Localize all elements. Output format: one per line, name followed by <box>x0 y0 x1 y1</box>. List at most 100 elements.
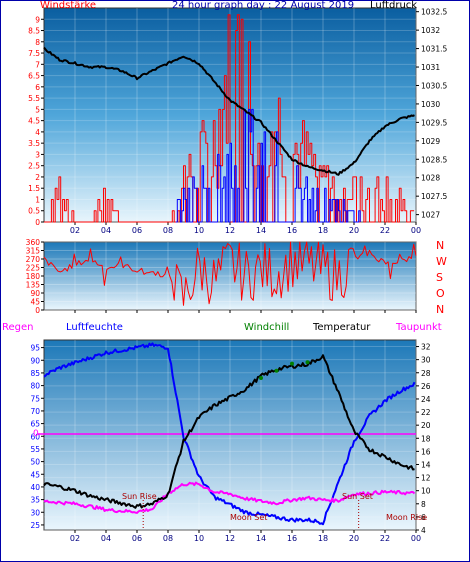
direction-axis-tick-label: 180 <box>26 272 41 281</box>
x-tick-label: 18 <box>318 226 328 235</box>
windspeed-axis-tick-label: 4 <box>35 128 40 137</box>
sunrise-label: Sun Rise <box>122 492 157 501</box>
wind-speed-series <box>44 14 415 223</box>
humidity-axis-tick-label: 35 <box>30 496 40 505</box>
windspeed-axis-tick-label: 6 <box>35 83 40 92</box>
temperature-axis-tick-label: 18 <box>421 434 431 443</box>
pressure-axis-tick-label: 1029.5 <box>421 118 447 127</box>
x-tick-label: 08 <box>163 534 173 543</box>
humidity-axis-tick-label: 70 <box>30 407 40 416</box>
windchill-point <box>259 376 263 380</box>
humidity-series <box>43 342 416 526</box>
windspeed-axis-tick-label: 5 <box>35 105 40 114</box>
x-tick-label: 02 <box>70 226 80 235</box>
pressure-axis-tick-label: 1032 <box>421 26 440 35</box>
humidity-axis-tick-label: 60 <box>30 432 40 441</box>
graph-title: 24 hour graph day : 22 August 2019 <box>172 0 355 11</box>
temperature-axis-tick-label: 28 <box>421 369 431 378</box>
temperature-axis-tick-label: 20 <box>421 421 431 430</box>
windspeed-title: Windstärke <box>40 0 97 11</box>
temperature-axis-tick-label: 4 <box>421 526 426 535</box>
x-tick-label: 14 <box>256 226 266 235</box>
pressure-series <box>43 46 415 176</box>
windchill-point <box>274 368 279 373</box>
x-tick-label: 14 <box>256 534 266 543</box>
pressure-axis-tick-label: 1027.5 <box>421 192 447 201</box>
humidity-axis-tick-label: 65 <box>30 420 40 429</box>
windspeed-axis-tick-label: 1 <box>35 195 40 204</box>
compass-n-bottom: N <box>436 303 445 316</box>
x-tick-label: 12 <box>225 226 235 235</box>
windspeed-axis-tick-label: 5.5 <box>28 94 40 103</box>
windspeed-axis-tick-label: 8.5 <box>28 27 40 36</box>
x-tick-label: 16 <box>287 226 297 235</box>
temperature-axis-tick-label: 22 <box>421 408 431 417</box>
temperature-axis-tick-label: 12 <box>421 474 431 483</box>
temperature-axis-tick-label: 30 <box>421 356 431 365</box>
dewpoint-series <box>43 481 416 514</box>
pressure-axis-tick-label: 1031 <box>421 63 440 72</box>
temperature-axis-tick-label: 10 <box>421 487 431 496</box>
compass-o: O <box>436 287 445 300</box>
temperature-axis-tick-label: 6 <box>421 513 426 522</box>
humidity-axis-tick-label: 55 <box>30 445 40 454</box>
pressure-axis-tick-label: 1030.5 <box>421 81 447 90</box>
compass-n-top: N <box>436 239 445 252</box>
temperature-axis-tick-label: 14 <box>421 460 431 469</box>
humidity-title: Luftfeuchte <box>66 322 123 333</box>
temperature-axis-tick-label: 8 <box>421 500 426 509</box>
pressure-axis-tick-label: 1030 <box>421 100 440 109</box>
x-tick-label: 22 <box>380 226 390 235</box>
x-tick-label: 12 <box>225 534 235 543</box>
x-tick-label: 02 <box>70 534 80 543</box>
temperature-series <box>43 354 415 509</box>
x-tick-label: 20 <box>349 226 359 235</box>
x-tick-label: 10 <box>194 534 204 543</box>
humidity-axis-tick-label: 30 <box>30 508 40 517</box>
direction-axis-tick-label: 0 <box>35 306 40 315</box>
humidity-axis-tick-label: 95 <box>30 344 40 353</box>
moonset-label: Moon Set <box>230 513 268 522</box>
direction-axis-tick-label: 270 <box>26 255 41 264</box>
x-tick-label: 06 <box>132 534 142 543</box>
temperature-axis-tick-label: 24 <box>421 395 431 404</box>
x-tick-label: 22 <box>380 534 390 543</box>
humidity-axis-tick-label: 80 <box>30 382 40 391</box>
rain-title: Regen <box>2 322 34 333</box>
direction-axis-tick-label: 90 <box>30 289 40 298</box>
windspeed-axis-tick-label: 8 <box>35 38 40 47</box>
humidity-axis-tick-label: 45 <box>30 470 40 479</box>
humidity-axis-tick-label: 90 <box>30 356 40 365</box>
x-tick-label: 18 <box>318 534 328 543</box>
x-tick-label: 06 <box>132 226 142 235</box>
windspeed-axis-tick-label: 6.5 <box>28 72 40 81</box>
x-tick-label: 20 <box>349 534 359 543</box>
dewpoint-title: Taupunkt <box>396 322 442 333</box>
x-tick-label: 04 <box>101 534 111 543</box>
x-tick-label: 16 <box>287 534 297 543</box>
temperature-axis-tick-label: 16 <box>421 447 431 456</box>
direction-axis-tick-label: 45 <box>30 298 40 307</box>
direction-axis-tick-label: 135 <box>26 281 41 290</box>
x-tick-label: 08 <box>163 226 173 235</box>
pressure-axis-tick-label: 1031.5 <box>421 45 447 54</box>
windspeed-axis-tick-label: 0 <box>35 218 40 227</box>
direction-axis-tick-label: 315 <box>26 247 41 256</box>
x-tick-label: 00 <box>411 226 421 235</box>
humidity-axis-tick-label: 25 <box>30 521 40 530</box>
windspeed-axis-tick-label: 7 <box>35 60 40 69</box>
temperature-title: Temperatur <box>313 322 371 333</box>
wind-direction-series <box>43 241 417 306</box>
x-tick-label: 10 <box>194 226 204 235</box>
windspeed-axis-tick-label: 1.5 <box>28 184 40 193</box>
pressure-axis-tick-label: 1029 <box>421 137 440 146</box>
windchill-point <box>290 361 294 366</box>
windspeed-axis-tick-label: 3.5 <box>28 139 40 148</box>
direction-axis-tick-label: 225 <box>26 264 41 273</box>
x-tick-label: 00 <box>411 534 421 543</box>
wind-gust-series <box>175 108 361 223</box>
sunset-label: Sun Set <box>342 492 373 501</box>
pressure-axis-tick-label: 1028.5 <box>421 155 447 164</box>
